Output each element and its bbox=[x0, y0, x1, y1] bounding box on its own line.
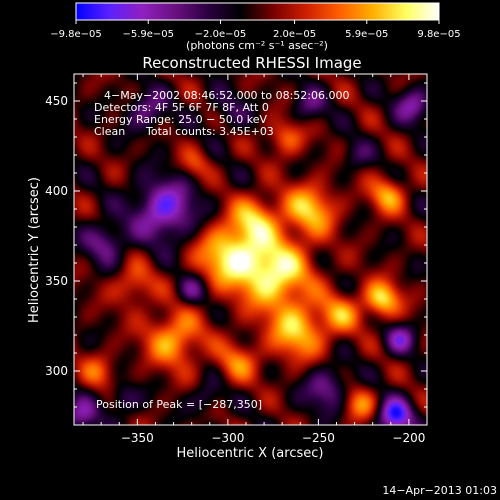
colorbar-tick-label: −5.9e−05 bbox=[122, 29, 174, 40]
y-tick-label: 450 bbox=[45, 94, 68, 108]
y-tick-label: 400 bbox=[45, 184, 68, 198]
colorbar: −9.8e−05 −5.9e−05 −2.0e−05 2.0e−05 5.9e−05 9.… bbox=[50, 2, 461, 52]
annotations: 4−May−2002 08:46:52.000 to 08:52:06.000 … bbox=[94, 89, 350, 411]
y-tick-label: 300 bbox=[45, 364, 68, 378]
y-axis-tick-labels: 300 350 400 450 bbox=[45, 94, 68, 378]
y-axis-ticks bbox=[74, 82, 427, 408]
annotation-peak: Position of Peak = [−287,350] bbox=[96, 398, 262, 411]
colorbar-tick-label: 5.9e−05 bbox=[345, 29, 388, 40]
x-axis-ticks bbox=[82, 74, 428, 425]
colorbar-tick-label: −2.0e−05 bbox=[195, 29, 247, 40]
plot-frame bbox=[73, 73, 428, 426]
x-axis-label: Heliocentric X (arcsec) bbox=[177, 446, 324, 461]
x-tick-label: −300 bbox=[211, 431, 244, 445]
colorbar-label: (photons cm⁻² s⁻¹ asec⁻²) bbox=[186, 39, 328, 52]
y-axis-label: Heliocentric Y (arcsec) bbox=[27, 177, 42, 323]
x-axis-tick-labels: −350 −300 −250 −200 bbox=[121, 431, 426, 445]
plot-area: −350 −300 −250 −200 300 350 400 450 bbox=[45, 73, 428, 445]
x-tick-label: −200 bbox=[392, 431, 425, 445]
colorbar-tick-label: 2.0e−05 bbox=[273, 29, 316, 40]
footer-timestamp: 14−Apr−2013 01:03 bbox=[382, 484, 497, 497]
annotation-time-range: 4−May−2002 08:46:52.000 to 08:52:06.000 bbox=[104, 89, 350, 102]
chart-title: Reconstructed RHESSI Image bbox=[142, 54, 361, 72]
colorbar-rect bbox=[75, 2, 440, 21]
colorbar-tick-label: −9.8e−05 bbox=[50, 29, 102, 40]
colorbar-tick-labels: −9.8e−05 −5.9e−05 −2.0e−05 2.0e−05 5.9e−05 9.… bbox=[50, 29, 460, 40]
annotation-counts: Total counts: 3.45E+03 bbox=[145, 125, 274, 138]
y-tick-label: 350 bbox=[45, 274, 68, 288]
colorbar-ticks bbox=[75, 20, 440, 24]
colorbar-tick-label: 9.8e−05 bbox=[417, 29, 460, 40]
x-tick-label: −350 bbox=[121, 431, 154, 445]
annotation-detectors: Detectors: 4F 5F 6F 7F 8F, Att 0 bbox=[94, 101, 269, 114]
annotation-energy: Energy Range: 25.0 − 50.0 keV bbox=[94, 113, 268, 126]
x-tick-label: −250 bbox=[302, 431, 335, 445]
heatmap-image bbox=[74, 74, 427, 425]
annotation-clean: Clean bbox=[94, 125, 125, 138]
